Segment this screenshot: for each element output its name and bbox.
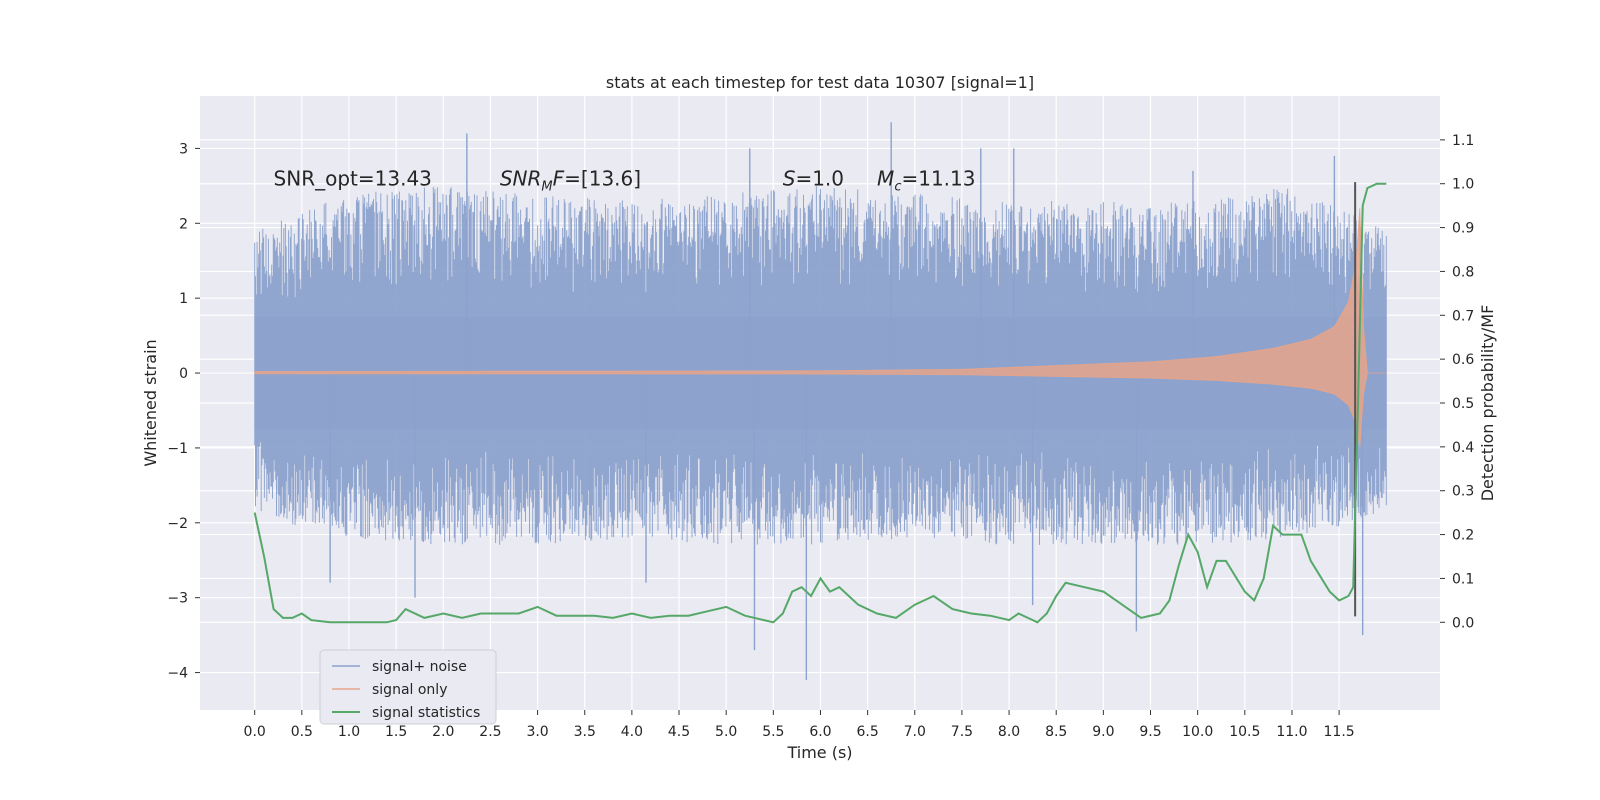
y2-ticks: 1.1 1.0 0.9 0.8 0.7 0.6 0.5 0.4 0.3 0.2 0.1 0.0 <box>1440 133 1474 631</box>
x-tick-label: 5.0 <box>715 724 737 740</box>
annotation-s: S=1.0 <box>783 166 844 190</box>
x-tick-label: 10.5 <box>1229 724 1260 740</box>
y-tick-label: 1 <box>179 291 188 307</box>
y2-tick-label: 0.5 <box>1452 396 1474 412</box>
x-tick-label: 1.5 <box>385 724 407 740</box>
y2-tick-label: 0.2 <box>1452 528 1474 544</box>
y2-tick-label: 0.6 <box>1452 352 1474 368</box>
x-tick-label: 2.0 <box>432 724 454 740</box>
y-tick-label: −3 <box>167 591 188 607</box>
y2-tick-label: 0.7 <box>1452 308 1474 324</box>
x-tick-label: 8.0 <box>998 724 1020 740</box>
legend-label: signal only <box>372 682 447 698</box>
chirp-band <box>254 208 1387 448</box>
y2-tick-label: 0.8 <box>1452 264 1474 280</box>
x-tick-label: 0.5 <box>291 724 313 740</box>
x-tick-label: 11.5 <box>1324 724 1355 740</box>
x-tick-label: 11.0 <box>1276 724 1307 740</box>
y2-tick-label: 0.4 <box>1452 440 1474 456</box>
y-tick-label: −4 <box>167 666 188 682</box>
x-tick-label: 7.5 <box>951 724 973 740</box>
y2-axis-label: Detection probability/MF <box>1478 305 1497 502</box>
x-tick-label: 8.5 <box>1045 724 1067 740</box>
x-axis-label: Time (s) <box>786 743 852 762</box>
y-tick-label: 0 <box>179 366 188 382</box>
legend-box <box>319 649 497 725</box>
y-ticks: 3 2 1 0 −1 −2 −3 −4 <box>167 141 200 682</box>
x-tick-label: 5.5 <box>762 724 784 740</box>
annotation-snr-mf: SNRMF=[13.6] <box>500 166 641 194</box>
y-tick-label: 2 <box>179 216 188 232</box>
y2-tick-label: 0.1 <box>1452 571 1474 587</box>
x-tick-label: 6.5 <box>856 724 878 740</box>
y2-tick-label: 1.1 <box>1452 133 1474 149</box>
annotations: SNR_opt=13.43 SNRMF=[13.6] S=1.0 Mc=11.13 <box>274 166 976 194</box>
x-tick-label: 6.0 <box>809 724 831 740</box>
y2-tick-label: 0.9 <box>1452 221 1474 237</box>
annotation-snr-opt: SNR_opt=13.43 <box>274 166 432 190</box>
x-tick-label: 9.5 <box>1139 724 1161 740</box>
y2-tick-label: 0.0 <box>1452 615 1474 631</box>
chart-title: stats at each timestep for test data 103… <box>606 73 1034 92</box>
x-tick-label: 4.0 <box>621 724 643 740</box>
x-tick-label: 7.0 <box>904 724 926 740</box>
series-signal-statistics <box>253 182 1387 624</box>
y-tick-label: −1 <box>167 441 188 457</box>
y-axis-label: Whitened strain <box>141 339 160 466</box>
x-tick-label: 9.0 <box>1092 724 1114 740</box>
x-tick-label: 0.0 <box>244 724 266 740</box>
x-tick-label: 3.5 <box>574 724 596 740</box>
legend: signal+ noise signal only signal statistic… <box>319 649 497 725</box>
legend-label: signal+ noise <box>372 659 467 675</box>
x-tick-label: 3.0 <box>526 724 548 740</box>
y2-tick-label: 1.0 <box>1452 177 1474 193</box>
x-tick-label: 1.0 <box>338 724 360 740</box>
series-signal-only <box>254 208 1387 448</box>
probability-line <box>253 182 1387 624</box>
legend-label: signal statistics <box>372 705 480 721</box>
x-tick-label: 2.5 <box>479 724 501 740</box>
x-tick-label: 10.0 <box>1182 724 1213 740</box>
y-tick-label: −2 <box>167 516 188 532</box>
annotation-mc: Mc=11.13 <box>877 166 975 194</box>
y2-tick-label: 0.3 <box>1452 484 1474 500</box>
x-tick-label: 4.5 <box>668 724 690 740</box>
y-tick-label: 3 <box>179 141 188 157</box>
x-ticks: 0.0 0.5 1.0 1.5 2.0 2.5 3.0 3.5 4.0 4.5 5.0 5.5 6.0 6… <box>244 710 1355 740</box>
